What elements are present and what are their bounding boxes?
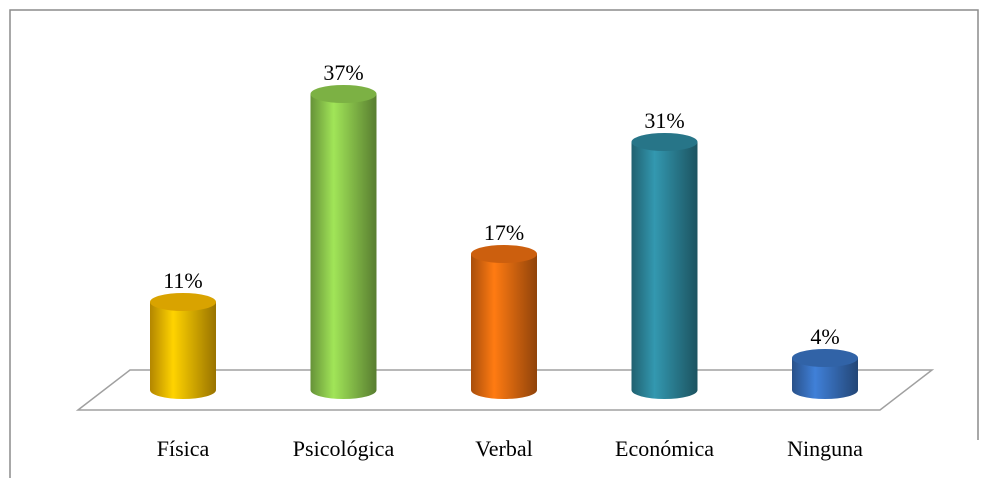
x-tick-label: Física (157, 436, 210, 461)
bar-top (150, 293, 216, 311)
bar (471, 254, 537, 390)
value-label: 17% (484, 220, 524, 245)
value-label: 11% (163, 268, 203, 293)
x-tick-label: Verbal (475, 436, 532, 461)
x-tick-label: Económica (615, 436, 714, 461)
bar (150, 302, 216, 390)
bar-top (310, 85, 377, 103)
x-tick-label: Ninguna (787, 436, 863, 461)
x-tick-label: Psicológica (293, 436, 395, 461)
value-label: 4% (810, 324, 839, 349)
bar-top (792, 349, 858, 367)
value-label: 37% (323, 60, 363, 85)
bar-top (631, 133, 698, 151)
bar (631, 142, 698, 390)
bar-top (471, 245, 537, 263)
value-label: 31% (644, 108, 684, 133)
frame (9, 9, 979, 478)
bar (310, 94, 377, 390)
